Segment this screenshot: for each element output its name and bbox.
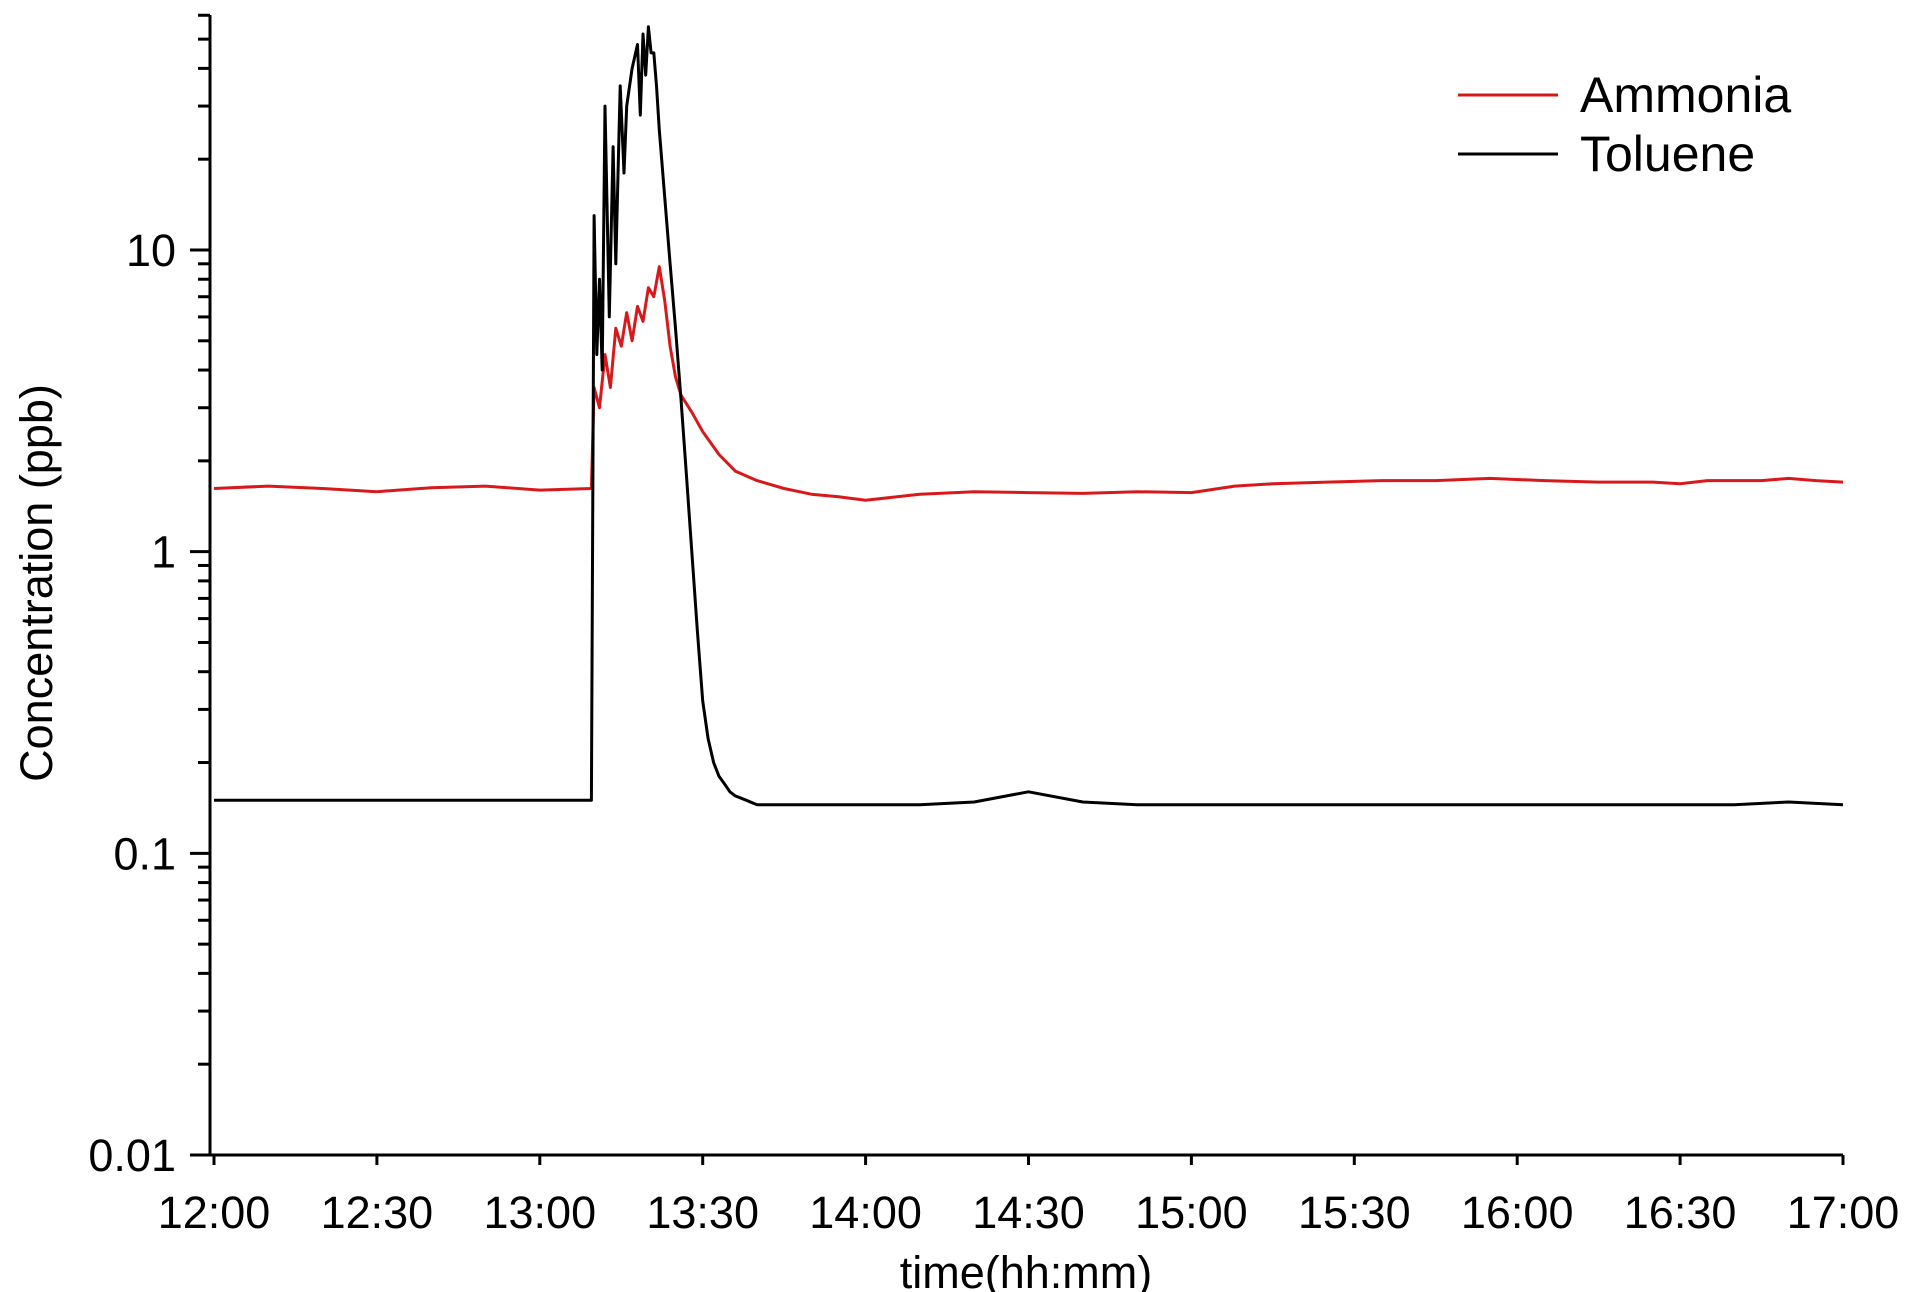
x-tick-label: 12:30	[321, 1187, 434, 1238]
series-layer	[213, 25, 1844, 807]
x-tick-label: 15:00	[1135, 1187, 1248, 1238]
y-axis-ticks: 0.01 0.1 1 10	[88, 13, 210, 1181]
x-tick-label: 13:00	[483, 1187, 596, 1238]
legend-label-ammonia: Ammonia	[1580, 67, 1791, 123]
x-tick-label: 17:00	[1787, 1187, 1900, 1238]
x-tick-label: 13:30	[646, 1187, 759, 1238]
x-tick-label: 14:00	[809, 1187, 922, 1238]
series-line-ammonia	[213, 265, 1844, 502]
y-axis-title: Concentration (ppb)	[11, 384, 62, 782]
x-tick-label: 16:00	[1461, 1187, 1574, 1238]
y-tick-label: 1	[151, 527, 176, 578]
x-tick-label: 16:30	[1624, 1187, 1737, 1238]
x-axis-ticks: 12:00 12:30 13:00 13:30 14:00 14:30 15:00 15:30…	[158, 1155, 1900, 1238]
legend-label-toluene: Toluene	[1580, 126, 1755, 182]
x-tick-label: 12:00	[158, 1187, 271, 1238]
x-axis-title: time(hh:mm)	[900, 1247, 1153, 1292]
y-tick-label: 0.01	[88, 1130, 176, 1181]
series-line-toluene	[214, 25, 1844, 807]
y-tick-label: 10	[126, 225, 176, 276]
legend: Ammonia Toluene	[1458, 67, 1791, 182]
y-tick-label: 0.1	[113, 828, 176, 879]
x-tick-label: 14:30	[972, 1187, 1085, 1238]
x-tick-label: 15:30	[1298, 1187, 1411, 1238]
